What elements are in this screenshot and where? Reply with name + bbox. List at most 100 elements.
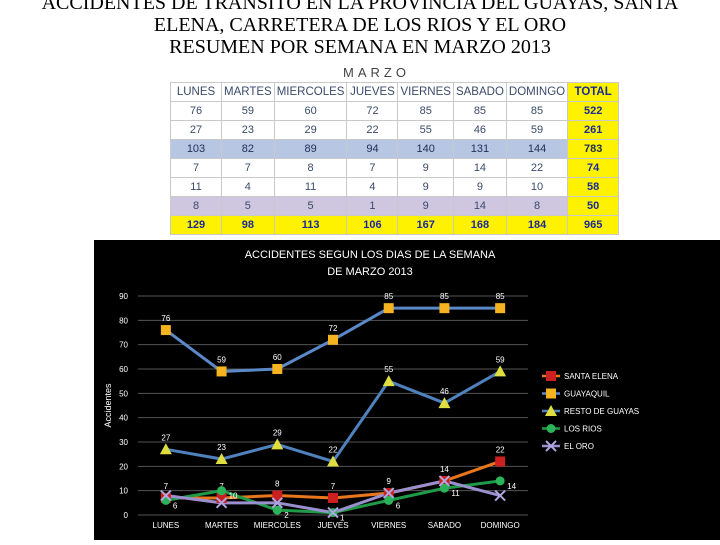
data-label: 6	[173, 501, 178, 510]
table-cell: 140	[397, 139, 454, 159]
table-cell: 23	[221, 120, 275, 140]
data-label: 60	[273, 353, 282, 362]
table-cell: 29	[273, 120, 348, 140]
data-point	[159, 443, 172, 455]
table-cell: 9	[452, 177, 507, 197]
x-tick-label: JUEVES	[317, 521, 348, 530]
table-cell: 261	[567, 120, 620, 140]
title-line-3: RESUMEN POR SEMANA EN MARZO 2013	[169, 36, 551, 58]
table-cell: 113	[273, 215, 348, 235]
data-point	[545, 440, 557, 452]
table-cell: 9	[397, 196, 454, 216]
data-label: 55	[384, 365, 393, 374]
data-label: 59	[496, 355, 505, 364]
y-tick-label: 30	[119, 438, 128, 447]
table-cell: 82	[221, 139, 275, 159]
table-cell: 11	[170, 177, 222, 197]
data-point	[495, 476, 505, 486]
data-point	[216, 366, 227, 377]
table-cell: 85	[505, 101, 569, 121]
y-tick-label: 80	[119, 316, 128, 325]
data-point	[384, 495, 394, 505]
chart-title: DE MARZO 2013	[327, 266, 413, 278]
data-point	[161, 495, 171, 505]
data-point	[494, 365, 507, 377]
table-cell: 5	[273, 196, 348, 216]
table-cell: 522	[567, 101, 620, 121]
table-row: 8 5 5 1 9 14 8 50	[170, 196, 620, 216]
table-cell: 5	[221, 196, 275, 216]
data-label: 11	[451, 489, 460, 498]
table-cell: 22	[346, 120, 399, 140]
data-point	[271, 438, 284, 450]
legend-entry: LOS RIOS	[564, 425, 602, 434]
table-cell: 965	[567, 215, 620, 235]
data-label: 10	[229, 492, 238, 501]
data-label: 14	[507, 482, 516, 491]
table-cell: 9	[397, 158, 454, 178]
title-line-1: ACCIDENTES DE TRANSITO EN LA PROVINCIA D…	[41, 0, 679, 14]
column-header: MIERCOLES	[273, 82, 348, 102]
line-chart: ACCIDENTES SEGUN LOS DIAS DE LA SEMANA DE…	[103, 249, 639, 530]
data-label: 27	[161, 433, 170, 442]
y-tick-label: 20	[119, 462, 128, 471]
data-point	[272, 505, 282, 515]
x-tick-label: VIERNES	[371, 521, 406, 530]
data-label: 85	[440, 292, 449, 301]
y-tick-label: 40	[119, 414, 128, 423]
data-point	[160, 489, 172, 502]
data-label: 9	[386, 477, 391, 486]
table-cell: 98	[221, 215, 275, 235]
y-tick-label: 10	[119, 487, 128, 496]
data-label: 14	[440, 465, 449, 474]
data-point	[495, 456, 506, 467]
data-point	[327, 455, 339, 467]
table-cell: 14	[452, 196, 507, 216]
data-label: 7	[164, 482, 169, 491]
table-cell: 50	[567, 196, 620, 216]
x-tick-label: MIERCOLES	[254, 521, 301, 530]
table-row: 129 98 113 106 167 168 184 965	[170, 215, 620, 235]
table-cell: 144	[505, 139, 569, 159]
data-label: 46	[440, 387, 449, 396]
data-point	[217, 486, 227, 496]
data-label: 1	[340, 514, 345, 523]
data-label: 6	[396, 501, 401, 510]
data-point	[271, 497, 283, 509]
table-cell: 11	[273, 177, 348, 197]
data-point	[438, 397, 451, 409]
data-point	[215, 453, 228, 465]
data-point	[160, 325, 171, 336]
table-row: 11 4 11 4 9 9 10 58	[170, 177, 620, 197]
table-cell: 7	[221, 158, 275, 178]
data-point	[546, 388, 556, 399]
data-label: 22	[329, 445, 338, 454]
legend-entry: EL ORO	[564, 442, 594, 451]
data-point	[383, 303, 394, 314]
table-row: 103 82 89 94 140 131 144 783	[170, 139, 620, 159]
data-label: 85	[384, 292, 393, 301]
data-label: 85	[496, 292, 505, 301]
column-header: TOTAL	[567, 82, 620, 102]
table-cell: 72	[346, 101, 399, 121]
table-cell: 94	[346, 139, 399, 159]
summary-table: LUNES MARTES MIERCOLES JUEVES VIERNES SABADO D…	[170, 82, 620, 235]
data-point	[327, 506, 339, 519]
table-month-heading: MARZO	[343, 65, 410, 80]
table-cell: 76	[170, 101, 222, 121]
y-tick-label: 60	[119, 365, 128, 374]
table-cell: 14	[452, 158, 507, 178]
table-cell: 106	[346, 215, 399, 235]
x-tick-label: LUNES	[153, 521, 180, 530]
table-cell: 184	[505, 215, 569, 235]
data-point	[545, 405, 557, 416]
data-point	[439, 303, 450, 314]
table-cell: 22	[505, 158, 569, 178]
table-cell: 131	[452, 139, 507, 159]
y-tick-label: 90	[119, 292, 128, 301]
data-label: 59	[217, 355, 226, 364]
data-label: 72	[329, 324, 338, 333]
data-label: 7	[331, 482, 336, 491]
table-cell: 85	[452, 101, 507, 121]
data-label: 76	[161, 314, 170, 323]
